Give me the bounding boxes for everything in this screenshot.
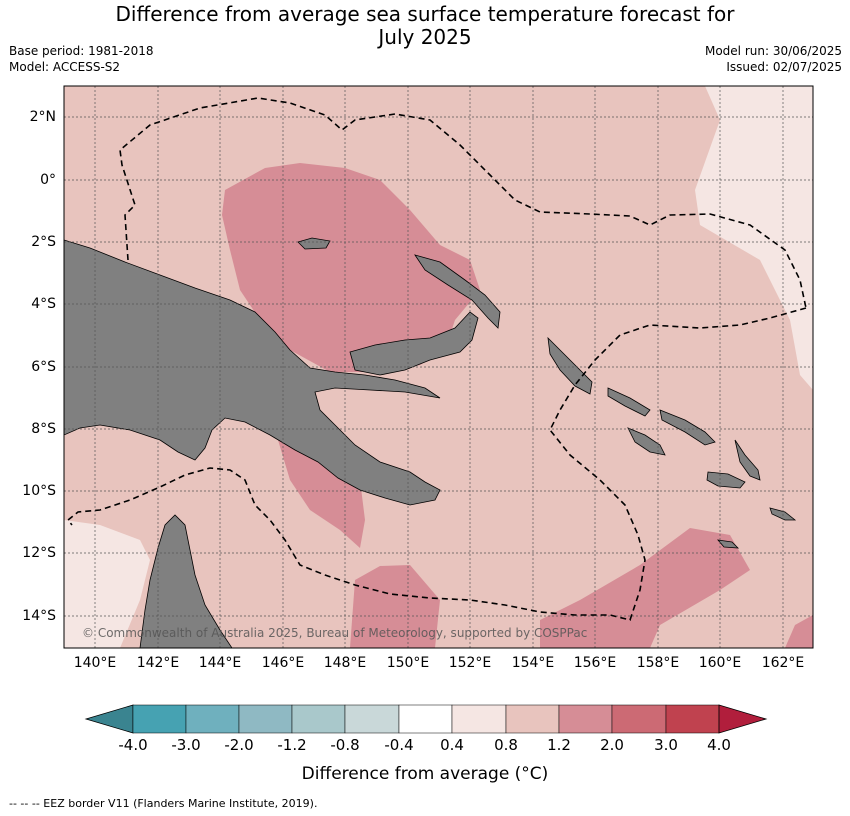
lat-label: 14°S xyxy=(22,608,56,624)
model-run: Model run: 30/06/2025 xyxy=(704,44,842,58)
map-title-line-2: July 2025 xyxy=(378,25,472,49)
lat-label: 0° xyxy=(40,172,56,188)
lat-label: 2°S xyxy=(31,234,56,250)
land-makira xyxy=(706,471,746,489)
colorbar-segment xyxy=(665,704,720,734)
colorbar-tick-label: -1.2 xyxy=(277,736,307,754)
colorbar-segment xyxy=(451,704,507,734)
colorbar-title: Difference from average (°C) xyxy=(301,764,549,784)
lon-label: 160°E xyxy=(698,655,742,671)
colorbar-segment xyxy=(611,704,667,734)
map-title-line-1: Difference from average sea surface temp… xyxy=(115,2,735,26)
land-small-island xyxy=(717,539,740,549)
colorbar-segment xyxy=(505,704,560,734)
lon-label: 144°E xyxy=(198,655,242,671)
lon-label: 162°E xyxy=(761,655,805,671)
issued-date: Issued: 02/07/2025 xyxy=(726,60,842,74)
anomaly-region-0p4-0p8-east xyxy=(695,86,813,390)
colorbar-tick-label: -2.0 xyxy=(224,736,254,754)
lat-label: 4°S xyxy=(31,296,56,312)
land-new-britain xyxy=(349,311,479,376)
colorbar-segment xyxy=(238,704,293,734)
colorbar-tick-label: 0.4 xyxy=(440,736,464,754)
metadata-right: Model run: 30/06/2025 Issued: 02/07/2025 xyxy=(705,43,842,75)
model-name: Model: ACCESS-S2 xyxy=(9,60,121,74)
anomaly-region-1p2-2p0-north xyxy=(222,163,480,372)
land-choiseul xyxy=(607,387,651,417)
lon-label: 146°E xyxy=(261,655,305,671)
colorbar-tick-label: 2.0 xyxy=(600,736,624,754)
lon-label: 142°E xyxy=(136,655,180,671)
colorbar-segment xyxy=(185,704,240,734)
lat-label: 6°S xyxy=(31,359,56,375)
map-frame xyxy=(63,85,814,649)
anomaly-region-1p2-2p0-southeast xyxy=(540,528,750,648)
land-malaita xyxy=(734,439,761,481)
eez-borders xyxy=(66,97,807,621)
lon-label: 158°E xyxy=(636,655,680,671)
colorbar-tick-label: -0.8 xyxy=(330,736,360,754)
land-bougainville xyxy=(547,336,593,395)
lon-label: 140°E xyxy=(73,655,117,671)
lat-label: 2°N xyxy=(29,109,56,125)
land-manus xyxy=(297,237,331,250)
map-title: Difference from average sea surface temp… xyxy=(0,3,850,49)
lon-label: 148°E xyxy=(323,655,367,671)
colorbar-segment xyxy=(291,704,346,734)
land-guadalcanal xyxy=(627,427,666,456)
colorbar-segment xyxy=(558,704,613,734)
colorbar-segment xyxy=(132,704,187,734)
colorbar xyxy=(84,704,768,734)
colorbar-tick-label: 1.2 xyxy=(547,736,571,754)
colorbar-segment xyxy=(344,704,400,734)
colorbar-tick-label: 4.0 xyxy=(707,736,731,754)
land-rennell xyxy=(769,507,797,521)
lon-label: 154°E xyxy=(511,655,555,671)
metadata-left: Base period: 1981-2018 Model: ACCESS-S2 xyxy=(9,43,154,75)
lat-label: 12°S xyxy=(22,545,56,561)
land-new-ireland xyxy=(414,254,501,329)
colorbar-tick-label: -3.0 xyxy=(171,736,201,754)
land-santa-isabel xyxy=(659,409,716,446)
colorbar-arrow-low xyxy=(84,704,134,734)
lon-label: 150°E xyxy=(386,655,430,671)
colorbar-tick-label: -4.0 xyxy=(118,736,148,754)
lat-label: 10°S xyxy=(22,483,56,499)
colorbar-segment xyxy=(398,704,453,734)
colorbar-tick-label: -0.4 xyxy=(384,736,414,754)
colorbar-arrow-high xyxy=(718,704,768,734)
graticule xyxy=(64,86,813,648)
eez-footnote: -- -- -- EEZ border V11 (Flanders Marine… xyxy=(9,797,318,810)
copyright-notice: © Commonwealth of Australia 2025, Bureau… xyxy=(82,626,587,640)
anomaly-region-1p2-2p0-corner xyxy=(785,615,813,648)
anomaly-region-1p2-2p0-south xyxy=(350,565,440,648)
colorbar-tick-label: 3.0 xyxy=(654,736,678,754)
lon-label: 152°E xyxy=(448,655,492,671)
colorbar-tick-label: 0.8 xyxy=(494,736,518,754)
lat-label: 8°S xyxy=(31,421,56,437)
lon-label: 156°E xyxy=(573,655,617,671)
base-period: Base period: 1981-2018 xyxy=(9,44,154,58)
